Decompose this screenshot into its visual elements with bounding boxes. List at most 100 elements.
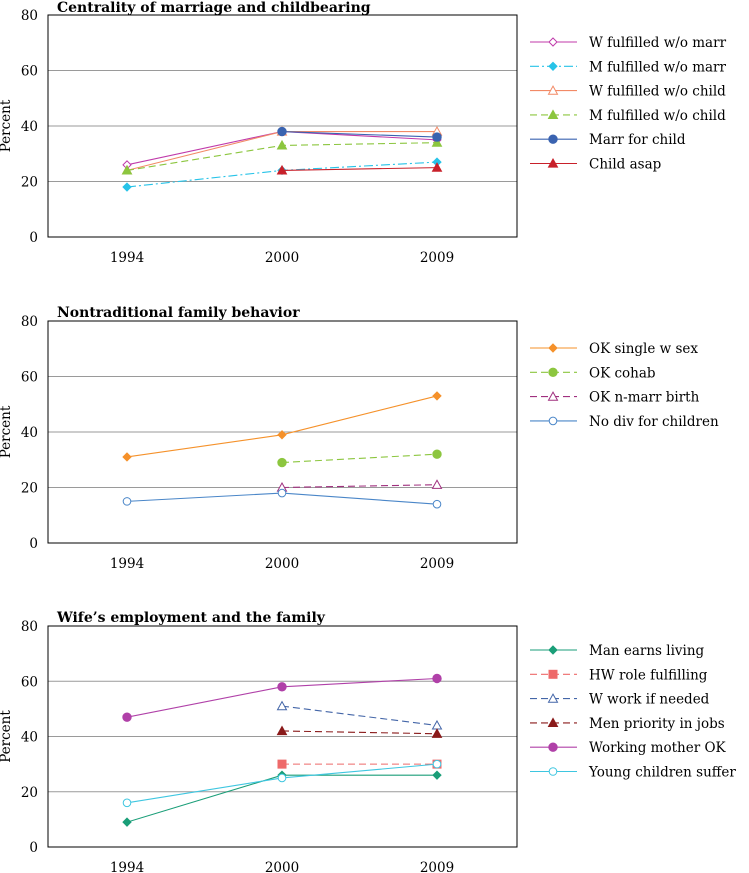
y-tick-label: 0 xyxy=(29,536,38,552)
legend-label: W work if needed xyxy=(589,692,710,708)
legend-marker xyxy=(547,391,559,401)
data-point xyxy=(277,126,287,137)
x-tick-label: 2000 xyxy=(265,556,299,572)
data-point xyxy=(432,132,442,142)
legend-marker xyxy=(547,157,559,168)
data-point xyxy=(431,728,443,738)
data-point xyxy=(277,773,287,783)
data-point xyxy=(432,449,442,459)
series-line xyxy=(281,131,438,138)
data-point xyxy=(276,700,288,711)
legend-marker xyxy=(548,416,558,426)
series-line xyxy=(281,705,438,726)
legend-marker xyxy=(548,645,558,655)
data-point xyxy=(276,725,288,736)
chart-title: Nontraditional family behavior xyxy=(57,305,300,321)
legend-entry: Marr for child xyxy=(530,132,686,148)
x-tick-label: 2000 xyxy=(265,250,299,266)
data-point xyxy=(277,759,287,769)
chart-panel-1: Centrality of marriage and childbearing 0… xyxy=(0,0,727,266)
legend-marker xyxy=(547,85,559,95)
legend-label: Working mother OK xyxy=(589,740,727,756)
legend-marker xyxy=(548,367,558,377)
legend-label: Man earns living xyxy=(589,643,705,659)
data-point xyxy=(432,391,442,401)
legend-entry: Young children suffer xyxy=(530,765,736,781)
data-point xyxy=(432,759,442,769)
data-point xyxy=(277,457,287,468)
legend-entry: HW role fulfilling xyxy=(530,667,708,683)
data-point xyxy=(121,164,133,175)
legend-label: No div for children xyxy=(589,414,719,430)
series-line xyxy=(126,395,438,458)
series-ok-single-w-sex xyxy=(122,391,442,462)
y-tick-label: 0 xyxy=(29,840,38,856)
data-point xyxy=(276,139,288,150)
x-tick-label: 2009 xyxy=(420,860,454,873)
y-tick-label: 0 xyxy=(29,230,38,246)
series-line xyxy=(126,763,438,804)
x-tick-label: 1994 xyxy=(110,860,144,873)
legend-entry: Man earns living xyxy=(530,643,705,659)
y-tick-label: 40 xyxy=(21,119,38,135)
y-tick-label: 80 xyxy=(21,314,38,330)
x-tick-label: 1994 xyxy=(110,250,144,266)
series-ok-cohab xyxy=(277,449,442,468)
legend-entry: W work if needed xyxy=(530,692,710,708)
series-ok-n-marr-birth xyxy=(276,479,443,492)
data-point xyxy=(277,682,287,692)
chart-title: Wife’s employment and the family xyxy=(56,610,326,626)
legend-marker xyxy=(548,669,558,679)
data-point xyxy=(276,164,288,175)
y-tick-label: 20 xyxy=(21,481,38,497)
y-axis-label: Percent xyxy=(0,710,14,763)
legend-label: Young children suffer xyxy=(588,765,736,781)
legend-entry: Child asap xyxy=(530,157,661,173)
y-tick-label: 40 xyxy=(21,425,38,441)
data-point xyxy=(431,162,443,172)
y-axis-label: Percent xyxy=(0,405,14,458)
series-m-fulfilled-w-o-child xyxy=(121,137,443,175)
legend-entry: No div for children xyxy=(530,414,719,430)
y-tick-label: 60 xyxy=(21,64,38,80)
y-tick-label: 60 xyxy=(21,674,38,690)
data-point xyxy=(431,719,443,730)
legend-entry: M fulfilled w/o marr xyxy=(530,59,727,75)
legend-label: M fulfilled w/o child xyxy=(589,108,726,124)
legend-label: OK single w sex xyxy=(589,341,698,357)
legend-marker xyxy=(547,693,559,703)
chart-title: Centrality of marriage and childbearing xyxy=(57,0,371,16)
y-tick-label: 80 xyxy=(21,8,38,24)
y-tick-label: 20 xyxy=(21,175,38,191)
data-point xyxy=(431,137,443,147)
data-point xyxy=(432,499,442,509)
x-tick-label: 1994 xyxy=(110,556,144,572)
legend-entry: Working mother OK xyxy=(530,740,727,756)
data-point xyxy=(122,182,132,192)
legend-marker xyxy=(548,37,558,47)
x-tick-label: 2000 xyxy=(265,860,299,873)
legend-marker xyxy=(548,343,558,353)
plot-frame xyxy=(47,14,518,238)
legend-entry: OK cohab xyxy=(530,365,656,381)
series-working-mother-ok xyxy=(122,673,442,722)
series-child-asap xyxy=(276,162,443,175)
legend-label: OK cohab xyxy=(589,365,656,381)
data-point xyxy=(122,452,132,462)
series-men-priority-in-jobs xyxy=(276,725,443,738)
legend-marker xyxy=(548,767,558,776)
legend-label: HW role fulfilling xyxy=(589,667,708,683)
y-tick-label: 60 xyxy=(21,370,38,386)
series-line xyxy=(281,484,438,489)
plot-frame xyxy=(47,320,518,544)
series-w-work-if-needed xyxy=(276,700,443,730)
legend-entry: OK n-marr birth xyxy=(530,390,700,406)
legend-marker xyxy=(547,109,559,119)
series-line xyxy=(281,167,438,171)
legend-entry: Men priority in jobs xyxy=(530,716,725,732)
x-tick-label: 2009 xyxy=(420,250,454,266)
legend-label: W fulfilled w/o marr xyxy=(589,35,727,51)
x-tick-label: 2009 xyxy=(420,556,454,572)
legend-entry: M fulfilled w/o child xyxy=(530,108,726,124)
